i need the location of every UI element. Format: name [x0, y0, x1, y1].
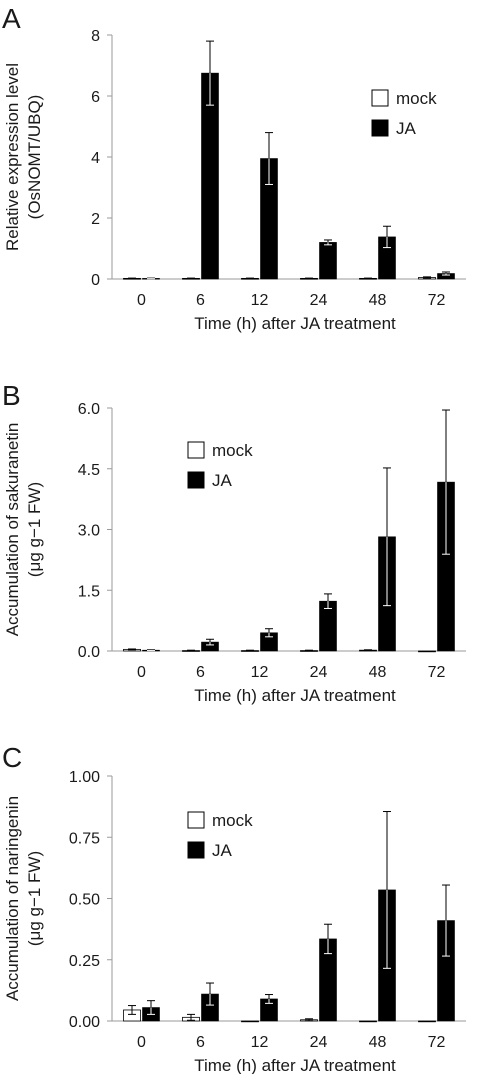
x-axis-title: Time (h) after JA treatment: [194, 314, 396, 333]
x-tick-label: 6: [196, 1034, 205, 1051]
x-tick-label: 12: [251, 664, 269, 681]
panel-label: C: [2, 742, 22, 773]
legend-label-ja: JA: [212, 471, 233, 490]
y-axis-unit: (μg g−1 FW): [25, 851, 44, 946]
legend-swatch-ja: [187, 841, 205, 859]
x-tick-label: 48: [369, 292, 387, 309]
x-tick-label: 6: [196, 292, 205, 309]
x-tick-label: 48: [369, 1034, 387, 1051]
y-axis-title: Accumulation of naringenin: [3, 796, 22, 1001]
y-tick-label: 4: [91, 150, 100, 167]
legend-swatch-ja: [371, 119, 389, 137]
y-tick-label: 0.00: [69, 1014, 100, 1031]
x-tick-label: 0: [137, 292, 146, 309]
y-axis-unit: (μg g−1 FW): [25, 482, 44, 577]
x-axis-title: Time (h) after JA treatment: [194, 1056, 396, 1074]
bar-mock-72: [418, 650, 436, 653]
x-tick-label: 72: [428, 1034, 446, 1051]
y-tick-label: 0.0: [78, 644, 100, 661]
x-tick-label: 12: [251, 292, 269, 309]
x-tick-label: 24: [310, 292, 328, 309]
bar-mock-48: [359, 1020, 377, 1023]
bar-mock-12: [241, 1020, 259, 1023]
x-tick-label: 0: [137, 664, 146, 681]
y-tick-label: 0.25: [69, 953, 100, 970]
legend-label-ja: JA: [212, 841, 233, 860]
legend-label-mock: mock: [212, 441, 253, 460]
y-tick-label: 1.00: [69, 769, 100, 786]
legend-swatch-ja: [187, 471, 205, 489]
y-tick-label: 3.0: [78, 523, 100, 540]
x-tick-label: 24: [310, 664, 328, 681]
legend-label-mock: mock: [396, 89, 437, 108]
y-tick-label: 0: [91, 272, 100, 289]
legend-swatch-mock: [187, 811, 205, 829]
x-tick-label: 48: [369, 664, 387, 681]
y-axis-title: Accumulation of sakuranetin: [3, 423, 22, 637]
legend-swatch-mock: [187, 441, 205, 459]
panel-label: B: [2, 380, 21, 411]
y-axis-unit: (OsNOMT/UBQ): [25, 95, 44, 220]
panel-label: A: [2, 3, 21, 34]
x-tick-label: 72: [428, 292, 446, 309]
y-tick-label: 1.5: [78, 583, 100, 600]
x-tick-label: 24: [310, 1034, 328, 1051]
y-tick-label: 8: [91, 28, 100, 45]
x-tick-label: 6: [196, 664, 205, 681]
y-tick-label: 2: [91, 211, 100, 228]
bar-mock-72: [418, 1020, 436, 1023]
y-tick-label: 4.5: [78, 462, 100, 479]
y-tick-label: 0.50: [69, 892, 100, 909]
y-tick-label: 6: [91, 89, 100, 106]
x-axis-title: Time (h) after JA treatment: [194, 686, 396, 705]
legend-swatch-mock: [371, 89, 389, 107]
legend-label-mock: mock: [212, 811, 253, 830]
x-tick-label: 12: [251, 1034, 269, 1051]
panel-c: C 0.00 0.25 0.50 0.75 1.00 0 6 12 24 48 72 mock JA Tim…: [2, 742, 466, 1074]
x-tick-label: 0: [137, 1034, 146, 1051]
y-tick-label: 6.0: [78, 401, 100, 418]
panel-b: B 0.0 1.5 3.0 4.5 6.0 0 6 12 24 48 72 mock JA Time (h)…: [2, 380, 466, 705]
y-tick-label: 0.75: [69, 830, 100, 847]
y-axis-title: Relative expression level: [3, 63, 22, 251]
bar-ja-24: [319, 242, 337, 280]
x-tick-label: 72: [428, 664, 446, 681]
legend-label-ja: JA: [396, 119, 417, 138]
